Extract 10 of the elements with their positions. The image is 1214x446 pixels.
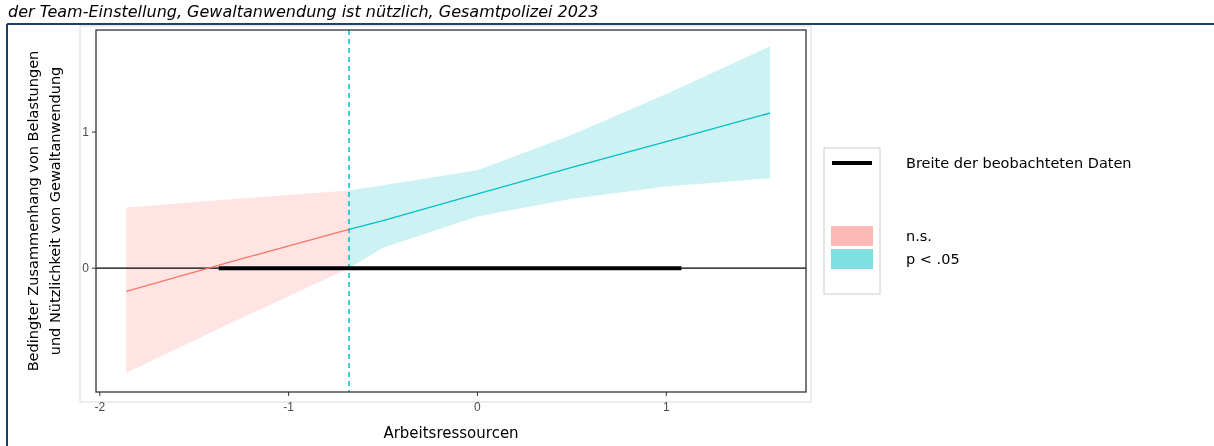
x-tick-label: -2 bbox=[94, 400, 106, 414]
chart-title: der Team-Einstellung, Gewaltanwendung ist nützlich, Gesamtpolizei 2023 bbox=[8, 2, 599, 21]
legend-label: p < .05 bbox=[906, 251, 960, 267]
legend-label: n.s. bbox=[906, 228, 932, 244]
x-tick-label: 0 bbox=[474, 400, 482, 414]
x-tick-label: 1 bbox=[662, 400, 670, 414]
x-axis-title: Arbeitsressourcen bbox=[383, 424, 519, 442]
legend-label: Breite der beobachteten Daten bbox=[906, 155, 1132, 171]
y-axis-title: Bedingter Zusammenhang von Belastungen und Nützlichkeit von Gewaltanwendung bbox=[25, 50, 63, 372]
x-tick-label: -1 bbox=[283, 400, 295, 414]
